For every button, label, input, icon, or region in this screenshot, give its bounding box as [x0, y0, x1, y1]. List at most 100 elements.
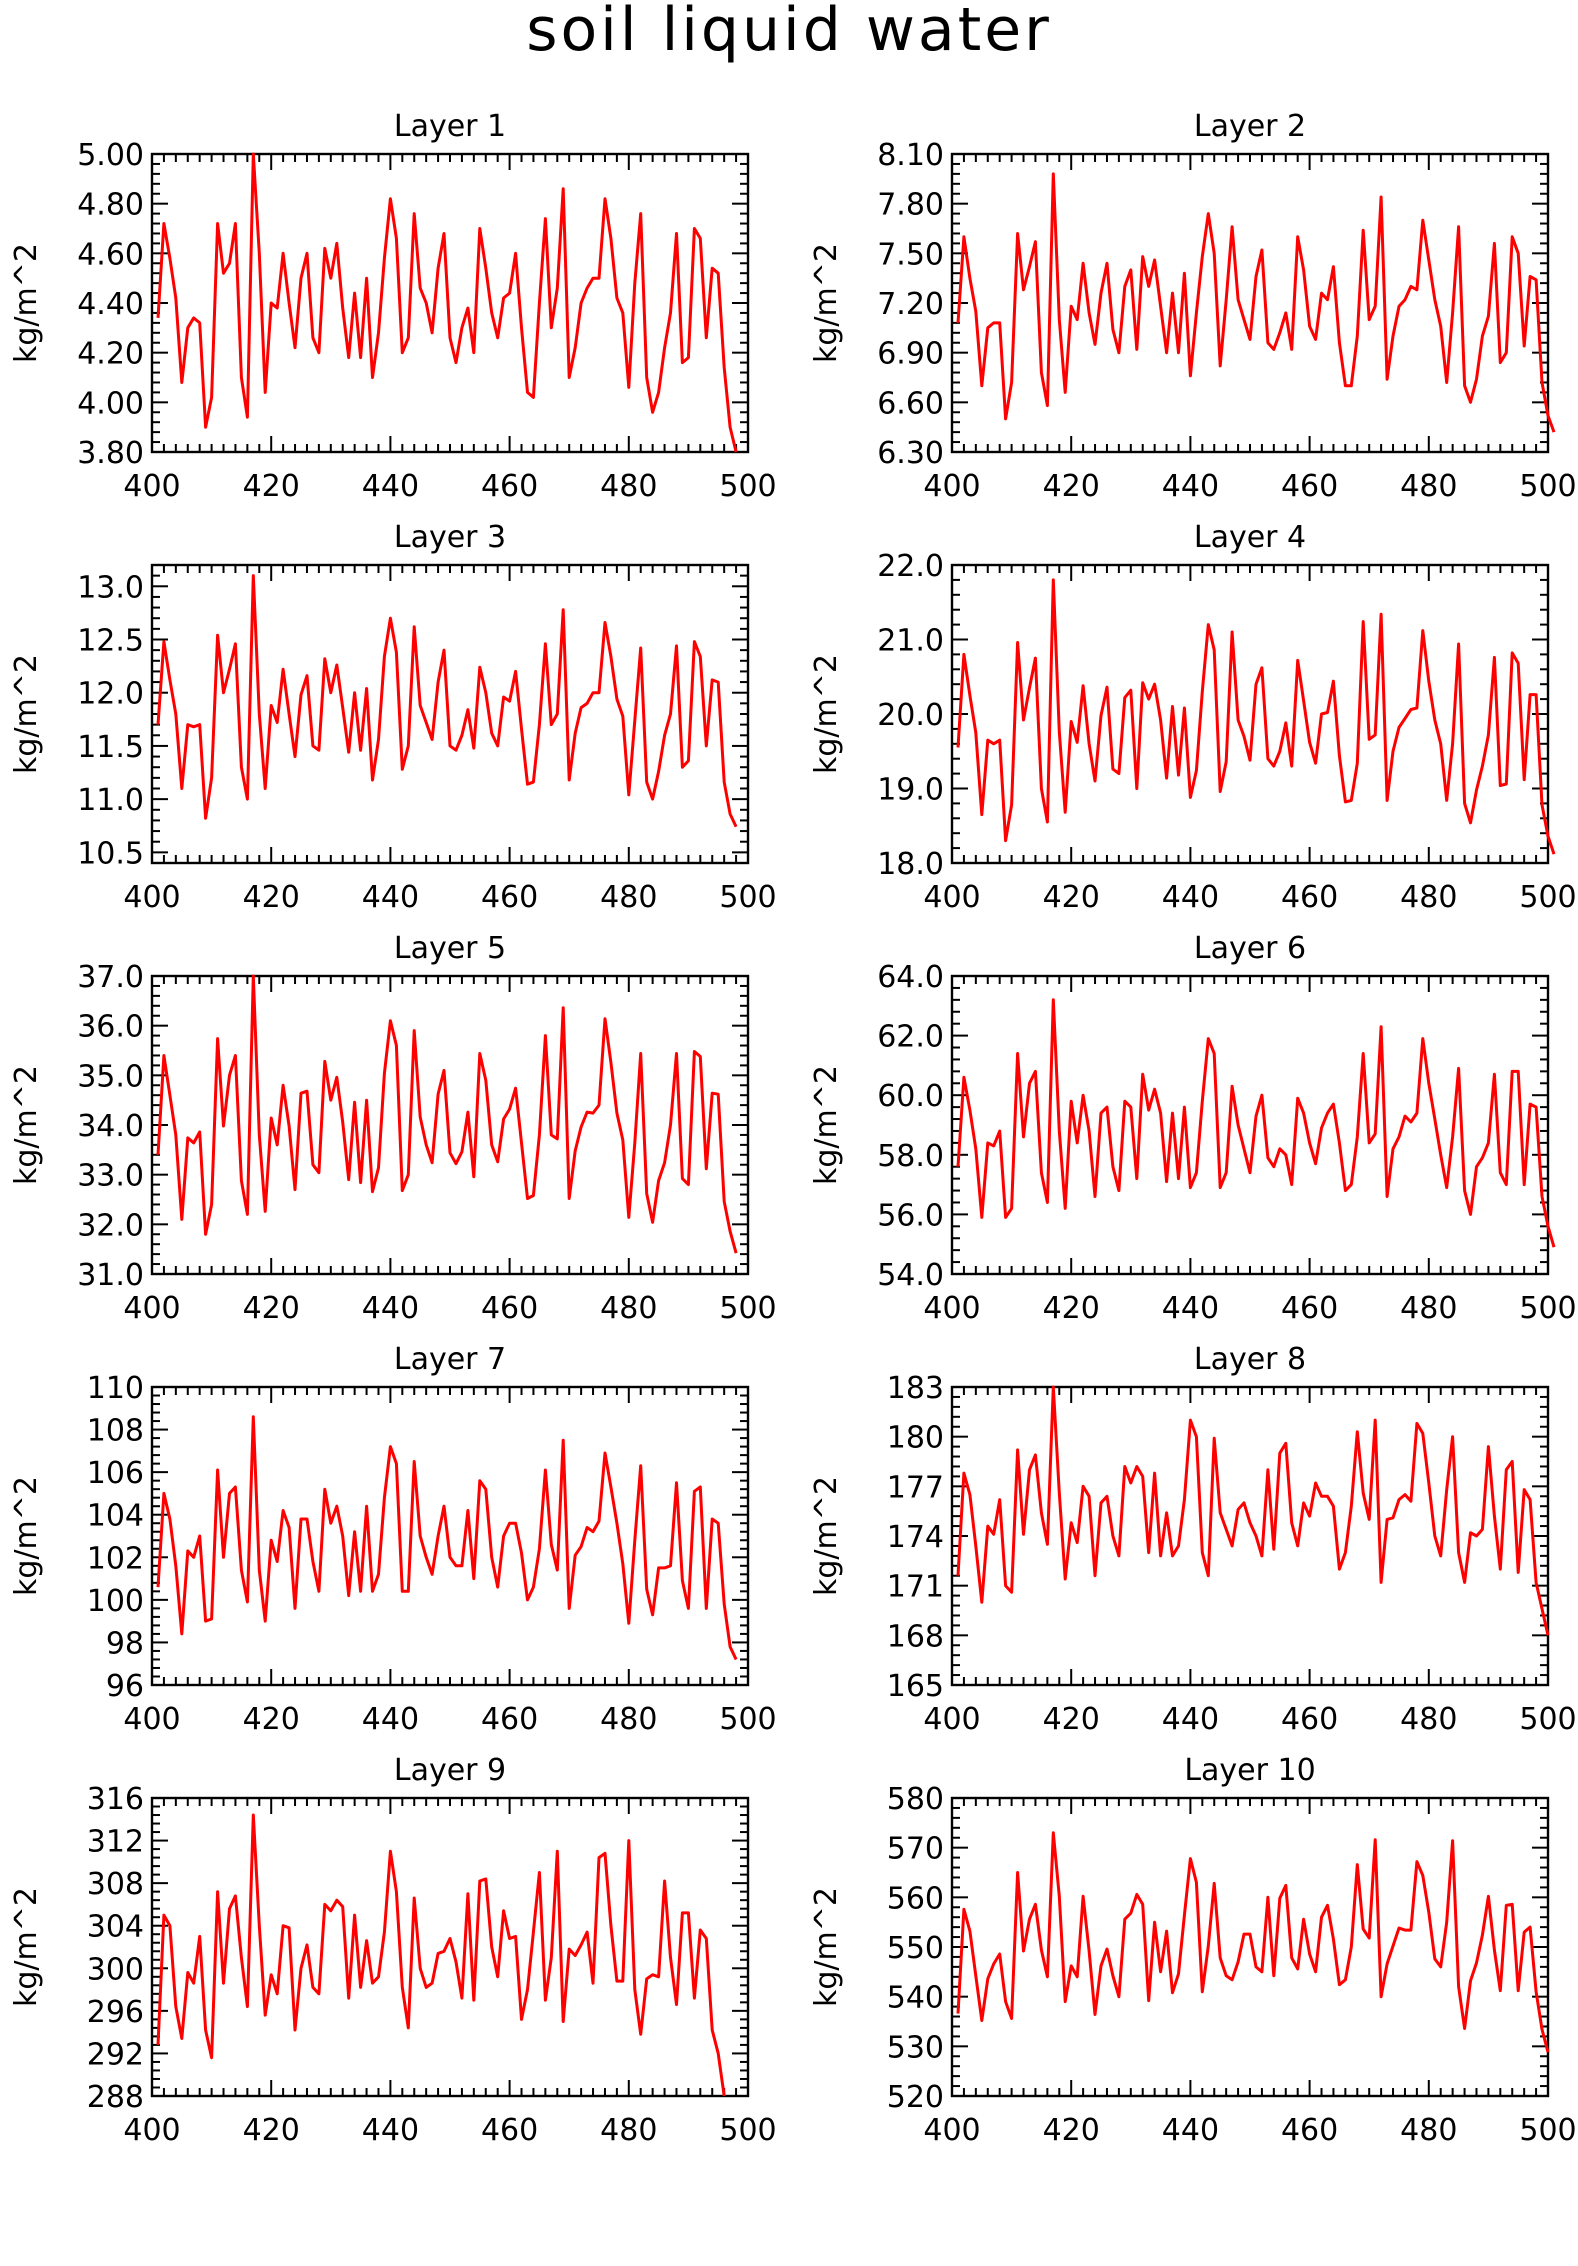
x-tick-label: 420 [1043, 1702, 1100, 1737]
x-tick-label: 460 [1281, 469, 1338, 504]
x-tick-label: 480 [1400, 469, 1457, 504]
y-axis-label: kg/m^2 [809, 1887, 844, 2007]
y-tick-label: 292 [87, 2037, 144, 2072]
y-tick-label: 174 [887, 1520, 944, 1555]
panel-layer-3: Layer 3 kg/m^2 400 420 440 460 480 500 10.5 11.0 1… [9, 520, 777, 915]
y-tick-label: 183 [887, 1371, 944, 1406]
series-line [956, 578, 1556, 855]
y-tick-label: 7.20 [877, 287, 944, 322]
x-tick-label: 420 [1043, 1291, 1100, 1326]
panel-title: Layer 8 [1194, 1342, 1306, 1377]
x-tick-label: 440 [1162, 1291, 1219, 1326]
plot-frame [150, 1385, 750, 1687]
panel-title: Layer 7 [394, 1342, 506, 1377]
x-tick-label: 440 [1162, 2113, 1219, 2148]
y-tick-label: 54.0 [877, 1258, 944, 1293]
y-tick-label: 19.0 [877, 773, 944, 808]
panel-title: Layer 1 [394, 109, 506, 144]
y-tick-label: 168 [887, 1619, 944, 1654]
plot-frame [150, 563, 750, 865]
series-line [156, 1415, 738, 1661]
x-tick-label: 480 [600, 1291, 657, 1326]
x-tick-label: 460 [481, 880, 538, 915]
series-line [956, 172, 1556, 433]
plot-frame [950, 974, 1550, 1276]
plot-frame [150, 152, 750, 454]
x-tick-label: 440 [1162, 1702, 1219, 1737]
y-tick-label: 171 [887, 1570, 944, 1605]
x-tick-label: 480 [600, 2113, 657, 2148]
y-tick-label: 7.80 [877, 188, 944, 223]
y-tick-label: 308 [87, 1867, 144, 1902]
x-tick-label: 500 [1519, 880, 1576, 915]
y-tick-label: 12.5 [77, 624, 144, 659]
y-tick-label: 4.00 [77, 386, 144, 421]
y-tick-label: 102 [87, 1541, 144, 1576]
y-axis-label: kg/m^2 [9, 1887, 44, 2007]
x-tick-label: 500 [719, 880, 776, 915]
y-tick-label: 6.60 [877, 386, 944, 421]
y-tick-label: 180 [887, 1421, 944, 1456]
x-tick-label: 500 [719, 1702, 776, 1737]
x-tick-label: 460 [1281, 880, 1338, 915]
y-tick-label: 300 [87, 1952, 144, 1987]
x-tick-label: 400 [123, 469, 180, 504]
x-tick-label: 480 [1400, 880, 1457, 915]
x-tick-label: 440 [1162, 880, 1219, 915]
y-tick-label: 64.0 [877, 960, 944, 995]
x-tick-label: 400 [123, 2113, 180, 2148]
y-tick-label: 12.0 [77, 677, 144, 712]
y-tick-label: 37.0 [77, 960, 144, 995]
panel-title: Layer 9 [394, 1753, 506, 1788]
x-tick-label: 400 [123, 1291, 180, 1326]
y-tick-label: 3.80 [77, 436, 144, 471]
x-tick-label: 400 [923, 880, 980, 915]
x-tick-label: 420 [243, 880, 300, 915]
series-line [156, 574, 738, 828]
y-tick-label: 11.0 [77, 783, 144, 818]
x-tick-label: 420 [243, 1291, 300, 1326]
y-tick-label: 520 [887, 2080, 944, 2115]
x-tick-label: 420 [243, 2113, 300, 2148]
y-axis-label: kg/m^2 [9, 243, 44, 363]
y-tick-label: 62.0 [877, 1020, 944, 1055]
x-tick-label: 500 [719, 1291, 776, 1326]
x-tick-label: 480 [600, 1702, 657, 1737]
panel-title: Layer 6 [1194, 931, 1306, 966]
y-tick-label: 4.20 [77, 337, 144, 372]
y-tick-label: 108 [87, 1414, 144, 1449]
x-tick-label: 480 [600, 469, 657, 504]
x-tick-label: 440 [362, 469, 419, 504]
y-tick-label: 104 [87, 1499, 144, 1534]
y-tick-label: 5.00 [77, 138, 144, 173]
x-tick-label: 480 [1400, 1291, 1457, 1326]
y-tick-label: 4.60 [77, 237, 144, 272]
panel-layer-1: Layer 1 kg/m^2 400 420 440 460 480 500 3.80 4.00 4… [9, 109, 777, 504]
y-tick-label: 106 [87, 1456, 144, 1491]
panels-grid: Layer 1 kg/m^2 400 420 440 460 480 500 3.80 4.00 4… [9, 109, 1577, 2148]
y-tick-label: 32.0 [77, 1208, 144, 1243]
x-tick-label: 400 [923, 1291, 980, 1326]
x-tick-label: 420 [1043, 2113, 1100, 2148]
y-tick-label: 31.0 [77, 1258, 144, 1293]
x-tick-label: 460 [1281, 1291, 1338, 1326]
y-axis-label: kg/m^2 [809, 1065, 844, 1185]
y-tick-label: 20.0 [877, 698, 944, 733]
y-tick-label: 34.0 [77, 1109, 144, 1144]
y-tick-label: 316 [87, 1782, 144, 1817]
panel-title: Layer 3 [394, 520, 506, 555]
x-tick-label: 500 [1519, 1702, 1576, 1737]
y-tick-label: 312 [87, 1825, 144, 1860]
plot-frame [950, 563, 1550, 865]
y-tick-label: 6.30 [877, 436, 944, 471]
x-tick-label: 460 [1281, 1702, 1338, 1737]
x-tick-label: 420 [243, 469, 300, 504]
x-tick-label: 440 [362, 880, 419, 915]
y-tick-label: 165 [887, 1669, 944, 1704]
y-tick-label: 7.50 [877, 237, 944, 272]
y-tick-label: 21.0 [877, 624, 944, 659]
x-tick-label: 440 [362, 1702, 419, 1737]
series-line [956, 998, 1556, 1248]
y-tick-label: 177 [887, 1470, 944, 1505]
x-tick-label: 400 [923, 2113, 980, 2148]
